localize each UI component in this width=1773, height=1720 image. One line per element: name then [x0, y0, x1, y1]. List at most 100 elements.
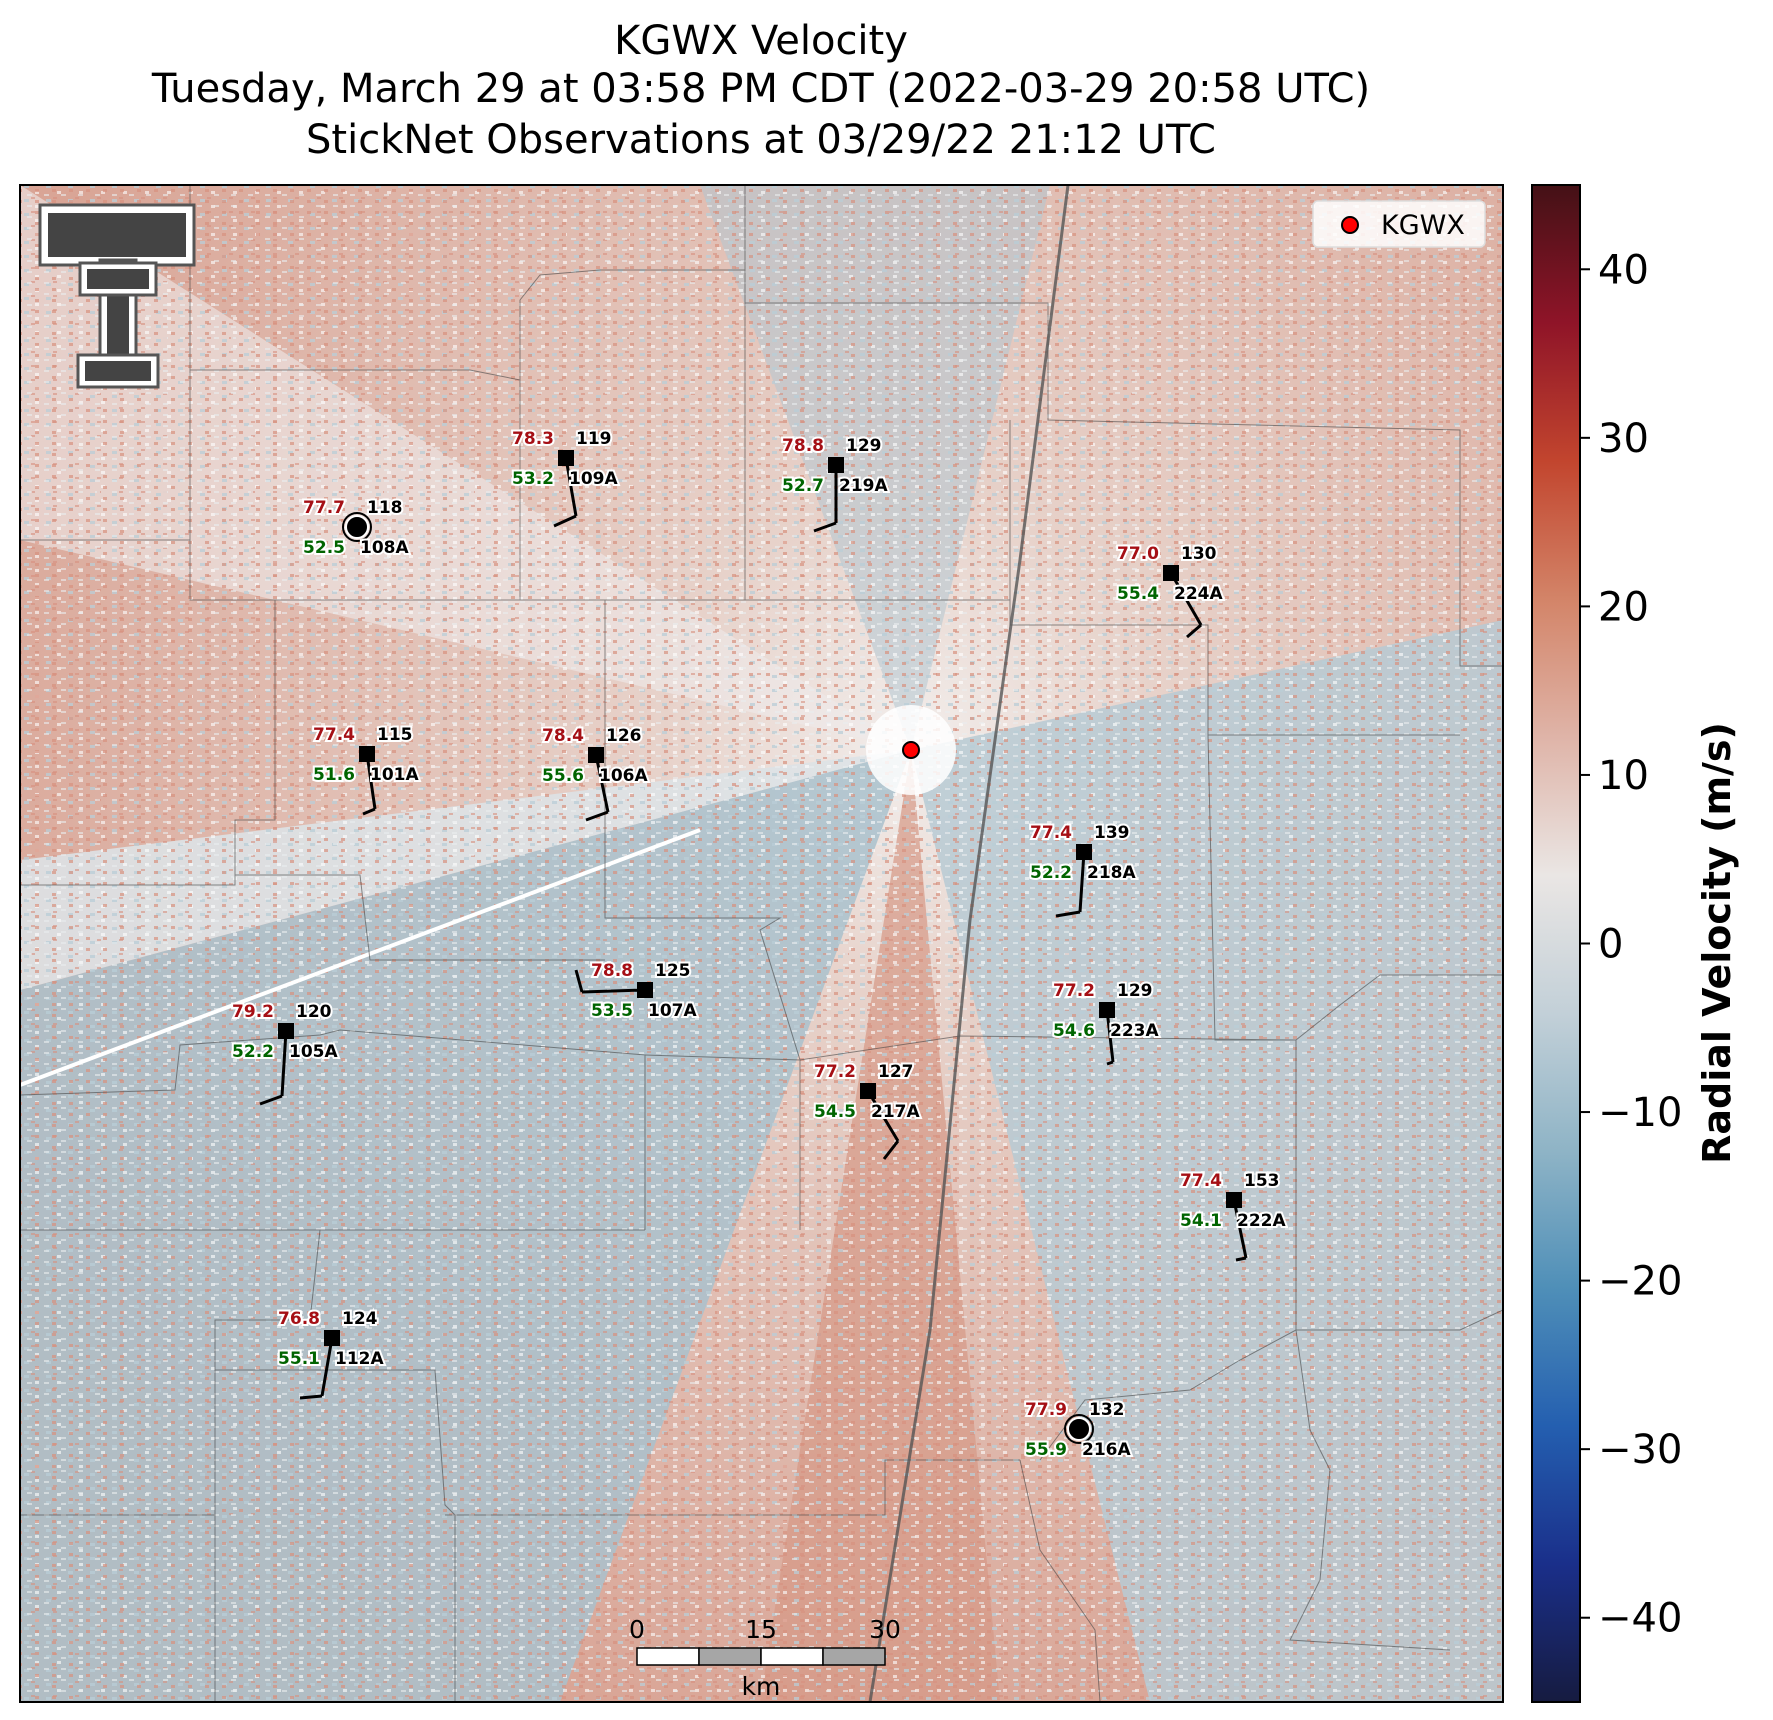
wind-barb-flag — [1186, 623, 1202, 639]
station-106a: 78.4 126 55.6 106A — [540, 724, 650, 822]
station-wind-direction: 119 — [576, 429, 612, 449]
station-105a: 79.2 120 52.2 105A — [230, 1000, 340, 1106]
colorbar-tick-label: −40 — [1598, 1596, 1682, 1642]
station-dewpoint: 52.2 — [232, 1042, 274, 1062]
station-224a: 77.0 130 55.4 224A — [1115, 542, 1225, 639]
station-101a: 77.4 115 51.6 101A — [311, 723, 421, 816]
station-107a: 78.8 125 53.5 107A — [574, 959, 699, 1023]
colorbar-tick-label: −10 — [1598, 1090, 1682, 1136]
station-wind-direction: 129 — [846, 436, 882, 456]
station-marker-square — [860, 1083, 876, 1099]
station-temperature: 77.7 — [303, 498, 345, 518]
wind-barb-flag — [1055, 910, 1081, 918]
station-222a: 77.4 153 54.1 222A — [1178, 1169, 1288, 1262]
station-id: 223A — [1110, 1021, 1159, 1041]
kgwx-radar-site-marker — [902, 741, 920, 759]
station-temperature: 77.4 — [313, 725, 355, 745]
station-marker-square — [359, 746, 375, 762]
wind-barb-flag — [259, 1094, 283, 1106]
station-dewpoint: 54.1 — [1180, 1211, 1222, 1231]
station-temperature: 78.8 — [591, 961, 633, 981]
station-calm-circle — [345, 515, 369, 539]
legend: KGWX — [1312, 200, 1486, 248]
station-dewpoint: 53.5 — [591, 1001, 633, 1021]
colorbar-tick-label: −30 — [1598, 1427, 1682, 1473]
station-marker-square — [1163, 565, 1179, 581]
wind-barb-flag — [882, 1140, 900, 1160]
station-dewpoint: 54.6 — [1053, 1021, 1095, 1041]
station-id: 107A — [648, 1001, 697, 1021]
wind-barb-flag — [553, 514, 577, 528]
station-109a: 78.3 119 53.2 109A — [510, 427, 620, 528]
state-border-line — [868, 185, 1070, 1702]
station-dewpoint: 54.5 — [814, 1102, 856, 1122]
wind-barb-shaft — [320, 1337, 334, 1397]
station-marker-square — [1076, 844, 1092, 860]
station-wind-direction: 125 — [655, 961, 691, 981]
colorbar-tick-label: 30 — [1598, 416, 1649, 462]
wind-barb-shaft — [866, 1090, 900, 1142]
station-calm-ring — [1064, 1414, 1094, 1444]
station-marker-square — [1226, 1192, 1242, 1208]
station-temperature: 76.8 — [278, 1309, 320, 1329]
station-dewpoint: 55.4 — [1117, 584, 1159, 604]
station-wind-direction: 139 — [1094, 823, 1130, 843]
legend-label: KGWX — [1381, 210, 1465, 241]
radar-map — [20, 185, 1503, 1702]
station-108a: 77.7 118 52.5 108A — [301, 496, 411, 560]
station-id: 101A — [370, 765, 419, 785]
station-temperature: 77.2 — [814, 1062, 856, 1082]
title-line-3: StickNet Observations at 03/29/22 21:12 … — [306, 117, 1216, 163]
wind-barb-shaft — [1078, 851, 1086, 913]
wind-barb-shaft — [581, 988, 646, 994]
wind-barb-shaft — [594, 754, 610, 813]
colorbar-tick-label: 40 — [1598, 247, 1649, 293]
colorbar-gradient — [1531, 184, 1581, 1703]
station-wind-direction: 120 — [296, 1002, 332, 1022]
station-wind-direction: 115 — [377, 725, 413, 745]
station-id: 218A — [1087, 863, 1136, 883]
station-calm-circle — [1067, 1417, 1091, 1441]
station-temperature: 77.4 — [1180, 1171, 1222, 1191]
station-wind-direction: 130 — [1181, 544, 1217, 564]
station-dewpoint: 55.1 — [278, 1349, 320, 1369]
wind-barb-flag — [1235, 1256, 1247, 1262]
map-frame — [19, 184, 1504, 1703]
colorbar-label: Radial Velocity (m/s) — [1695, 722, 1739, 1164]
station-wind-direction: 127 — [878, 1062, 914, 1082]
station-marker-square — [1099, 1002, 1115, 1018]
station-wind-direction: 153 — [1244, 1171, 1280, 1191]
station-marker-square — [278, 1023, 294, 1039]
wind-barb-shaft — [1169, 572, 1203, 626]
station-dewpoint: 55.9 — [1025, 1440, 1067, 1460]
station-wind-direction: 132 — [1089, 1400, 1125, 1420]
sticknet-stations: 77.7 118 52.5 108A 78.3 119 53.2 109A 78.8 129 52.… — [230, 427, 1288, 1462]
station-wind-direction: 118 — [367, 498, 403, 518]
station-id: 216A — [1082, 1440, 1131, 1460]
station-217a: 77.2 127 54.5 217A — [812, 1060, 922, 1160]
title-line-2: Tuesday, March 29 at 03:58 PM CDT (2022-… — [151, 66, 1370, 112]
wind-barb-shaft — [1232, 1199, 1248, 1259]
station-dewpoint: 52.2 — [1030, 863, 1072, 883]
wind-barb-flag — [813, 521, 837, 533]
wind-barb-shaft — [365, 753, 377, 810]
station-223a: 77.2 129 54.6 223A — [1051, 979, 1161, 1066]
station-219a: 78.8 129 52.7 219A — [780, 434, 890, 533]
station-marker-square — [324, 1330, 340, 1346]
station-marker-square — [828, 457, 844, 473]
station-marker-square — [558, 450, 574, 466]
station-dewpoint: 52.7 — [782, 476, 824, 496]
station-id: 112A — [335, 1349, 384, 1369]
station-temperature: 78.4 — [542, 726, 584, 746]
colorbar-tick-label: −20 — [1598, 1259, 1682, 1305]
colorbar-tick-label: 10 — [1598, 753, 1649, 799]
station-wind-direction: 124 — [342, 1309, 378, 1329]
station-dewpoint: 52.5 — [303, 538, 345, 558]
wind-barb-flag — [585, 810, 609, 822]
station-temperature: 77.4 — [1030, 823, 1072, 843]
colorbar-tick-label: 0 — [1598, 922, 1623, 968]
wind-barb-flag — [299, 1394, 323, 1400]
station-temperature: 77.9 — [1025, 1400, 1067, 1420]
scale-label-30: 30 — [869, 1615, 901, 1644]
